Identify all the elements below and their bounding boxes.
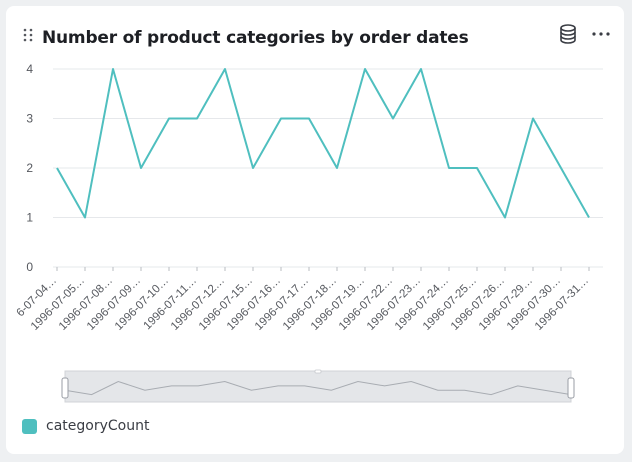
x-tick-label: 1996-07-26… (449, 275, 507, 333)
x-tick-label: 1996-07-09… (85, 275, 143, 333)
x-tick-label: 1996-07-18… (281, 275, 339, 333)
zoom-drag-grip (314, 369, 322, 374)
series-line-categoryCount (56, 68, 590, 219)
x-tick-label: 1996-07-25… (421, 275, 479, 333)
drag-handle-icon[interactable] (22, 28, 34, 42)
y-tick-label: 0 (26, 260, 33, 274)
legend-label: categoryCount (46, 418, 150, 434)
zoom-brush-background (64, 370, 572, 403)
x-tick-label: 1996-07-15… (197, 275, 255, 333)
more-options-icon[interactable] (590, 23, 612, 45)
x-tick-label: 1996-07-11… (142, 275, 200, 333)
x-tick-label: 1996-07-22… (337, 275, 395, 333)
line-chart: 012341996-07-04…1996-07-05…1996-07-08…19… (6, 62, 603, 403)
x-tick-label: 1996-07-31… (533, 275, 591, 333)
x-tick-label: 1996-07-10… (113, 275, 171, 333)
x-tick-label: 1996-07-19… (309, 275, 367, 333)
y-tick-label: 2 (26, 161, 33, 175)
x-tick-label: 1996-07-04… (6, 275, 59, 333)
y-tick-label: 1 (26, 211, 33, 225)
zoom-brush-preview-line (64, 380, 572, 396)
chart-title: Number of product categories by order da… (42, 28, 469, 48)
x-tick-label: 1996-07-23… (365, 275, 423, 333)
x-tick-label: 1996-07-12… (169, 275, 227, 333)
y-tick-label: 4 (26, 62, 33, 76)
x-tick-label: 1996-07-24… (393, 275, 451, 333)
x-tick-label: 1996-07-05… (29, 275, 87, 333)
database-icon[interactable] (558, 23, 578, 45)
zoom-handle-right (567, 377, 575, 399)
legend[interactable]: categoryCount (22, 418, 149, 434)
x-tick-label: 1996-07-17… (253, 275, 311, 333)
y-tick-label: 3 (26, 112, 33, 126)
x-tick-label: 1996-07-30… (505, 275, 563, 333)
x-tick-label: 1996-07-29… (477, 275, 535, 333)
zoom-handle-left (61, 377, 69, 399)
x-tick-label: 1996-07-16… (225, 275, 283, 333)
x-tick-label: 1996-07-08… (57, 275, 115, 333)
chart-card: Number of product categories by order da… (6, 6, 624, 454)
legend-swatch (22, 418, 37, 434)
